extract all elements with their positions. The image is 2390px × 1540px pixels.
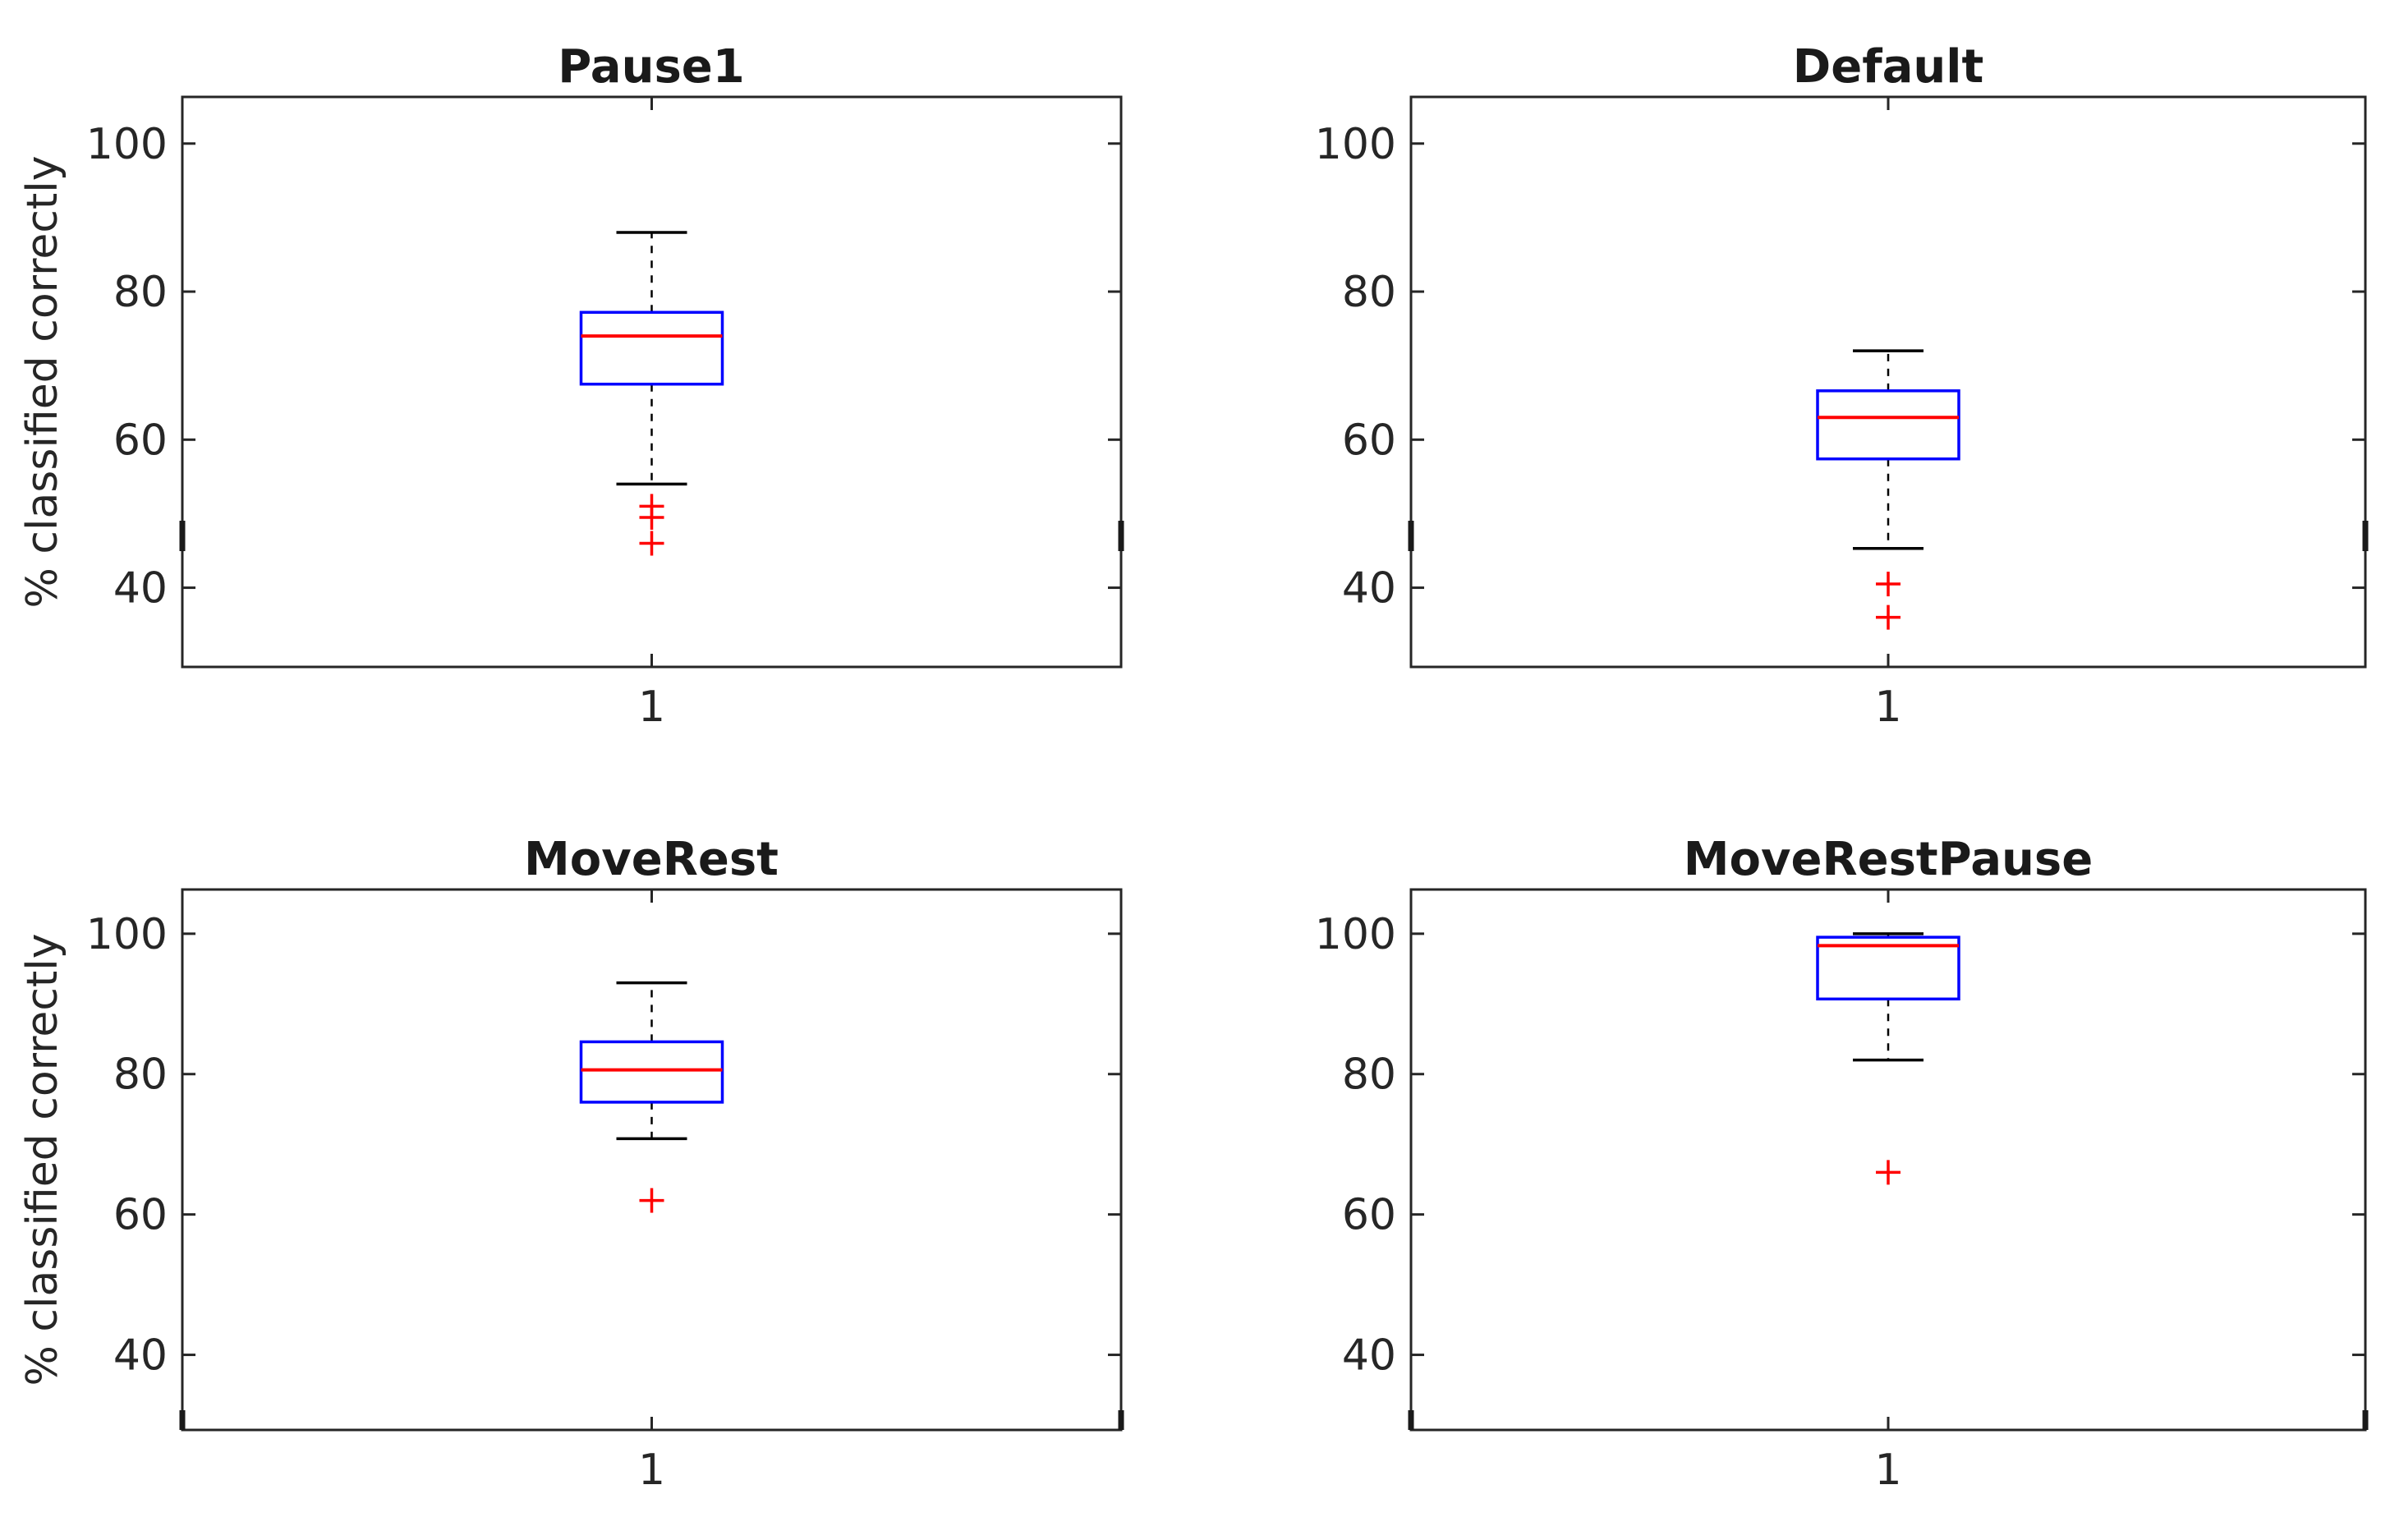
y-tick-label: 60 (113, 1191, 168, 1240)
subplot-title-pause1: Pause1 (558, 40, 745, 94)
y-tick-label: 40 (113, 564, 168, 614)
y-tick-label: 100 (86, 120, 168, 169)
outlier-marker (1876, 572, 1901, 597)
y-tick-label: 40 (1342, 564, 1396, 614)
y-tick-label: 80 (1342, 268, 1396, 317)
y-tick-label: 60 (1342, 1191, 1396, 1240)
y-tick-label: 60 (113, 416, 168, 465)
subplot-title-moverest: MoveRest (524, 833, 779, 886)
iqr-box (579, 1040, 724, 1104)
outlier-marker (639, 504, 664, 530)
iqr-box (1816, 935, 1960, 1001)
subplot-title-default: Default (1792, 40, 1984, 94)
axes-box (181, 888, 1123, 1432)
y-tick-label: 100 (1315, 910, 1396, 959)
y-tick-label: 100 (86, 910, 168, 959)
subplot-moverest: 40 60 80 100 1 (86, 888, 1124, 1495)
subplot-moverestpause: 40 60 80 100 1 (1315, 888, 2369, 1495)
y-tick-label: 80 (113, 1050, 168, 1100)
y-tick-label: 40 (1342, 1331, 1396, 1381)
x-tick-label: 1 (638, 1446, 665, 1495)
outlier-marker (1876, 605, 1901, 630)
x-tick-label: 1 (1874, 1446, 1901, 1495)
y-tick-label: 40 (113, 1331, 168, 1381)
y-tick-label: 80 (113, 268, 168, 317)
y-tick-label: 60 (1342, 416, 1396, 465)
outlier-marker (639, 1188, 664, 1213)
y-tick-label: 80 (1342, 1050, 1396, 1100)
x-tick-label: 1 (1874, 683, 1901, 732)
subplot-default: 40 60 80 100 1 (1315, 95, 2369, 732)
subplot-pause1: 40 60 80 100 1 (86, 95, 1124, 732)
y-tick-label: 100 (1315, 120, 1396, 169)
subplot-title-moverestpause: MoveRestPause (1683, 833, 2094, 886)
iqr-box (1816, 389, 1960, 461)
outlier-marker (639, 531, 664, 556)
x-tick-label: 1 (638, 683, 665, 732)
outlier-marker (1876, 1160, 1901, 1185)
iqr-box (579, 310, 724, 386)
